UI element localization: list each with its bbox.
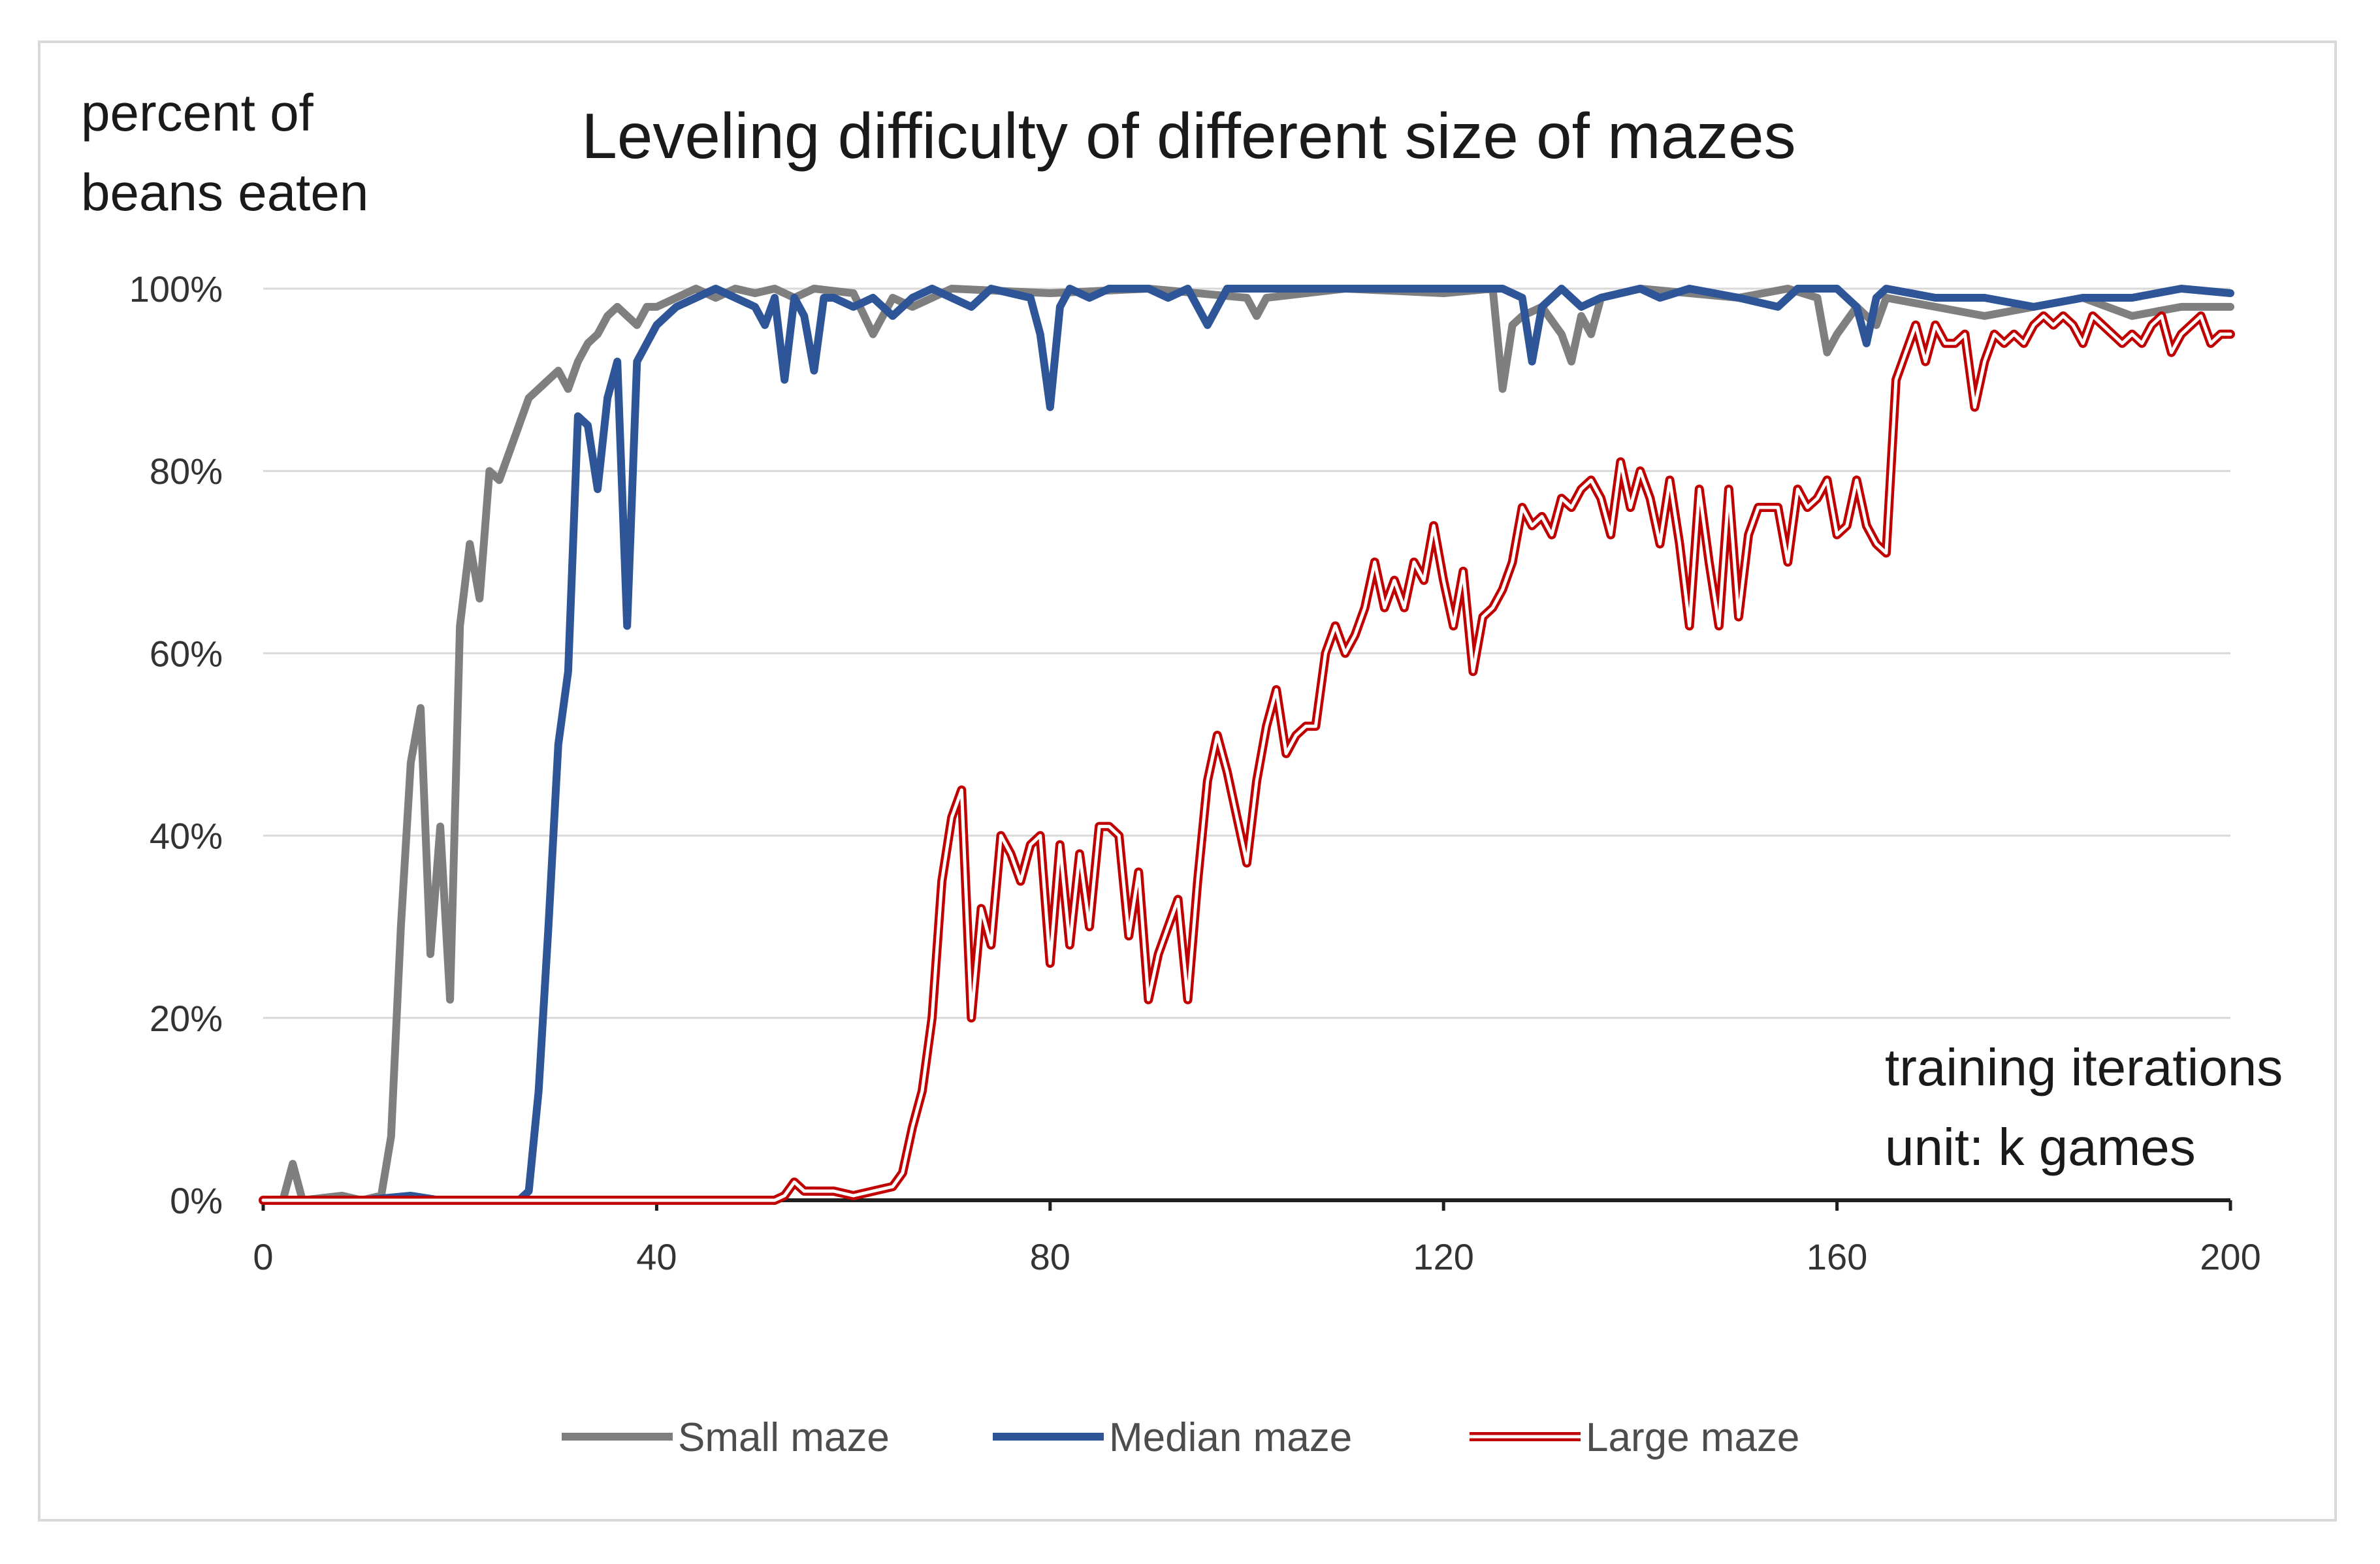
x-tick-labels: 0 40 80 120 160 200 [253,1236,2260,1277]
x-tick-label: 200 [2200,1236,2260,1277]
y-axis-label-line-2: beans eaten [81,163,368,221]
y-tick-label: 20% [150,998,223,1039]
x-tick-label: 0 [253,1236,273,1277]
x-axis-label-line-1: training iterations [1885,1038,2283,1096]
y-tick-labels: 0% 20% 40% 60% 80% 100% [129,268,223,1221]
legend-label: Large maze [1586,1415,1799,1460]
series-large-maze [259,311,2235,1205]
x-tick-marks [261,1200,2232,1211]
x-tick-label: 80 [1030,1236,1070,1277]
series-small-maze [259,285,2234,1204]
y-tick-label: 60% [150,633,223,674]
legend-item: Large maze [1470,1415,1799,1460]
x-tick-label: 120 [1413,1236,1473,1277]
legend: Small maze Median maze Large maze [562,1415,1799,1460]
gridlines [263,287,2230,1019]
x-tick-label: 160 [1807,1236,1867,1277]
legend-item: Small maze [562,1415,890,1460]
legend-label: Median maze [1109,1415,1352,1460]
legend-label: Small maze [678,1415,890,1460]
x-tick-label: 40 [636,1236,677,1277]
series-lines [259,285,2235,1205]
series-line-inner [261,314,2232,1202]
y-tick-label: 40% [150,816,223,857]
y-tick-label: 0% [170,1180,223,1221]
series-median-maze [259,285,2234,1204]
legend-item: Median maze [993,1415,1352,1460]
y-axis-label-line-1: percent of [81,84,314,142]
chart-title: Leveling difficulty of different size of… [581,100,1795,172]
x-axis-label-line-2: unit: k games [1885,1118,2196,1176]
y-tick-label: 100% [129,268,223,310]
series-line [259,285,2234,1204]
y-tick-label: 80% [150,451,223,492]
series-line [259,285,2234,1204]
